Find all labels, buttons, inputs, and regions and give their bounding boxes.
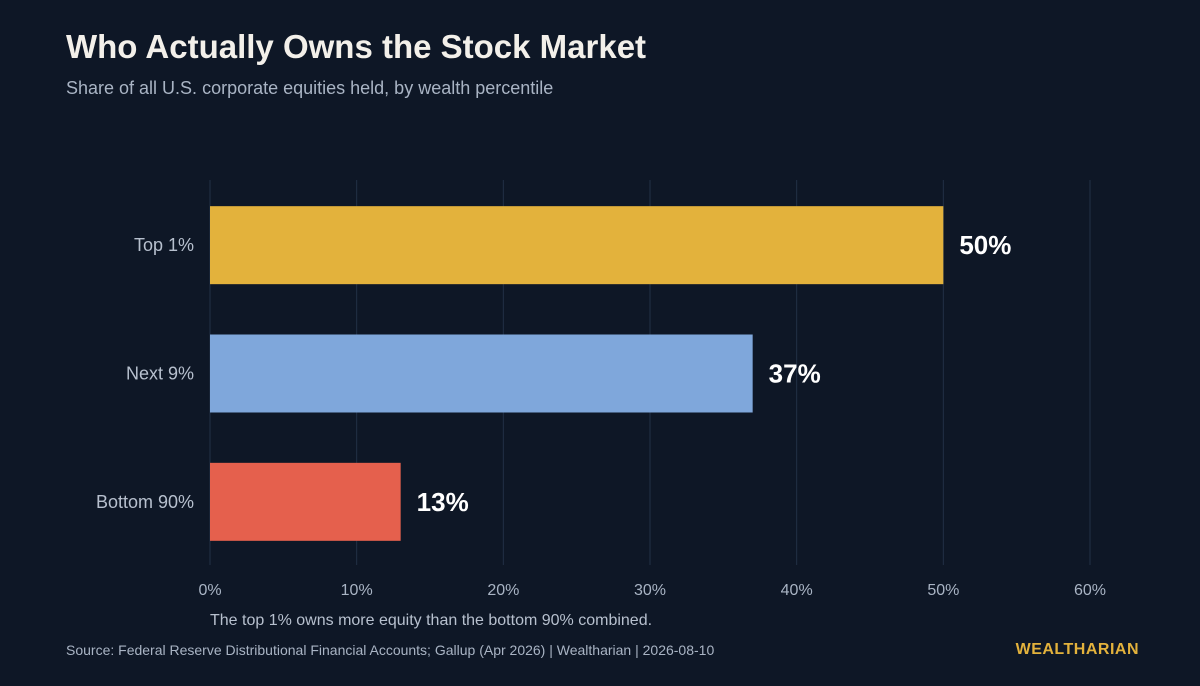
chart-annotation: The top 1% owns more equity than the bot… bbox=[210, 612, 653, 629]
x-tick-label: 0% bbox=[198, 582, 221, 599]
source-note: Source: Federal Reserve Distributional F… bbox=[66, 642, 715, 658]
bar bbox=[210, 334, 753, 413]
x-tick-label: 50% bbox=[927, 582, 959, 599]
x-tick-label: 10% bbox=[341, 582, 373, 599]
x-tick-label: 20% bbox=[487, 582, 519, 599]
x-tick-label: 60% bbox=[1074, 582, 1106, 599]
category-label: Next 9% bbox=[126, 364, 194, 384]
brand-logo: WEALTHARIAN bbox=[1015, 641, 1139, 658]
chart-title: Who Actually Owns the Stock Market bbox=[66, 28, 647, 65]
data-label: 50% bbox=[959, 230, 1011, 260]
data-label: 13% bbox=[417, 487, 469, 517]
bars bbox=[210, 206, 944, 541]
category-label: Top 1% bbox=[134, 235, 194, 255]
x-tick-label: 30% bbox=[634, 582, 666, 599]
bar bbox=[210, 206, 944, 285]
chart-subtitle: Share of all U.S. corporate equities hel… bbox=[66, 78, 554, 98]
category-label: Bottom 90% bbox=[96, 492, 194, 512]
data-label: 37% bbox=[769, 359, 821, 389]
bar bbox=[210, 462, 401, 541]
labels: 0% 10% 20% 30% 40% 50% 60% Top 1% 50% Next 9% 37% B… bbox=[96, 230, 1106, 599]
x-tick-label: 40% bbox=[781, 582, 813, 599]
